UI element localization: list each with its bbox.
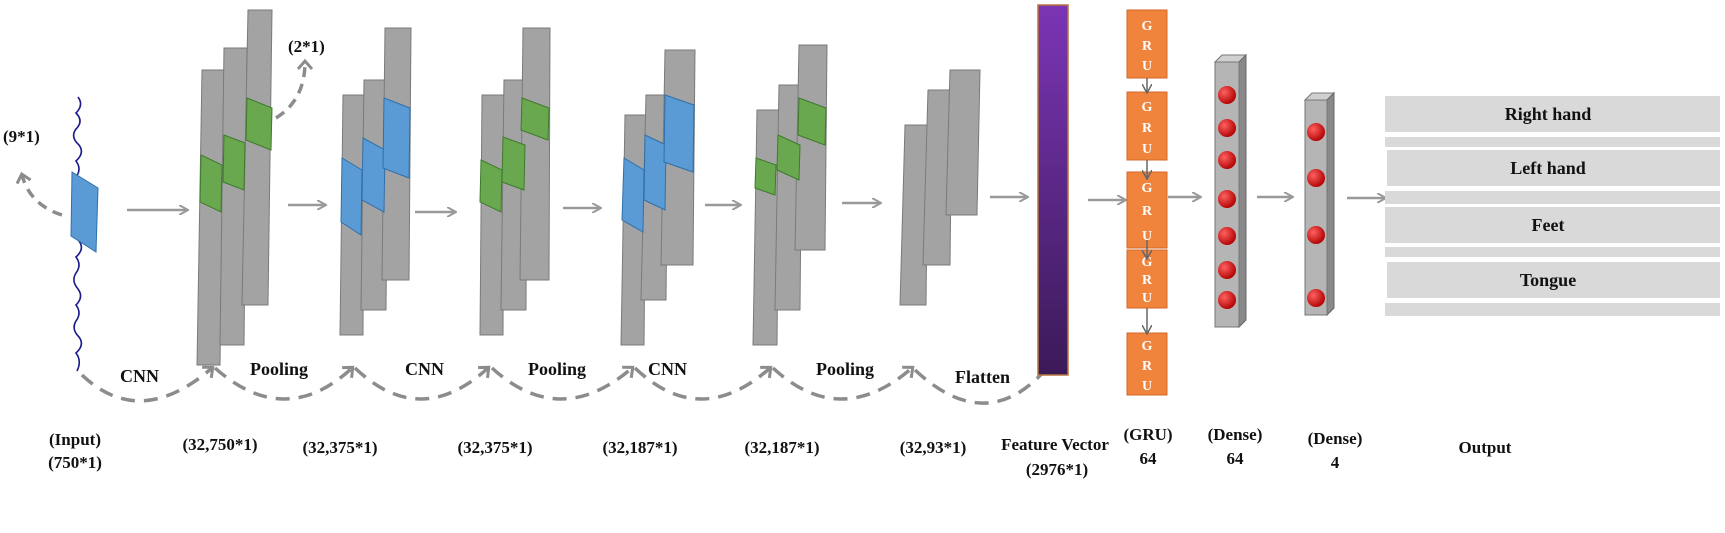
feature-maps-pool3 bbox=[899, 69, 981, 306]
svg-text:G: G bbox=[1142, 100, 1153, 115]
svg-text:R: R bbox=[1142, 39, 1153, 54]
neuron bbox=[1307, 226, 1325, 244]
feature-maps-pool1 bbox=[339, 27, 412, 336]
feature-maps-conv3 bbox=[752, 44, 828, 346]
output-label: Output bbox=[1459, 438, 1512, 457]
flow-arrows bbox=[127, 197, 1385, 212]
neuron bbox=[1218, 119, 1236, 137]
output-class-tongue: Tongue bbox=[1520, 270, 1576, 290]
output-class-left-hand: Left hand bbox=[1510, 158, 1586, 178]
dense-layer-4 bbox=[1303, 91, 1336, 317]
gru-stack: GRU GRU GRU GRU GRU bbox=[1126, 9, 1168, 396]
dense-layer-64 bbox=[1213, 53, 1248, 329]
output-class-right-hand: Right hand bbox=[1505, 104, 1592, 124]
dense2-label: (Dense) bbox=[1308, 429, 1363, 448]
input-label: (Input) bbox=[49, 430, 101, 449]
gru-units: 64 bbox=[1140, 449, 1158, 468]
svg-text:U: U bbox=[1142, 59, 1152, 74]
svg-text:U: U bbox=[1142, 229, 1152, 244]
gru-cell: GRU bbox=[1126, 171, 1168, 249]
svg-text:R: R bbox=[1142, 359, 1153, 374]
conv3-shape: (32,187*1) bbox=[744, 438, 819, 457]
shape-labels: (Input) (750*1) (32,750*1) (32,375*1) (3… bbox=[48, 425, 1512, 479]
neuron bbox=[1307, 169, 1325, 187]
feature-vector-label: Feature Vector bbox=[1001, 435, 1109, 454]
op-label-cnn-2: CNN bbox=[405, 359, 444, 379]
neuron bbox=[1307, 289, 1325, 307]
dense1-units: 64 bbox=[1227, 449, 1245, 468]
feature-maps-pool2 bbox=[620, 49, 696, 346]
op-label-flatten: Flatten bbox=[955, 367, 1010, 387]
gru-cell: GRU bbox=[1126, 249, 1168, 309]
op-label-cnn-3: CNN bbox=[648, 359, 687, 379]
svg-text:G: G bbox=[1142, 255, 1153, 270]
conv1-shape: (32,750*1) bbox=[182, 435, 257, 454]
feature-maps-conv1: (2*1) bbox=[196, 9, 325, 366]
svg-text:G: G bbox=[1142, 339, 1153, 354]
neuron bbox=[1218, 291, 1236, 309]
svg-text:G: G bbox=[1142, 19, 1153, 34]
svg-text:R: R bbox=[1142, 204, 1153, 219]
pool1-shape: (32,375*1) bbox=[302, 438, 377, 457]
svg-text:U: U bbox=[1142, 142, 1152, 157]
op-label-pooling-1: Pooling bbox=[250, 359, 308, 379]
input-signal: (9*1) bbox=[3, 96, 99, 372]
pool-size-arrow bbox=[275, 62, 305, 120]
input-shape: (750*1) bbox=[48, 453, 102, 472]
gru-cell: GRU bbox=[1126, 332, 1168, 396]
gru-label: (GRU) bbox=[1123, 425, 1172, 444]
kernel-size-arrow bbox=[22, 175, 63, 217]
neuron bbox=[1307, 123, 1325, 141]
neuron bbox=[1218, 227, 1236, 245]
neuron bbox=[1218, 190, 1236, 208]
svg-text:R: R bbox=[1142, 121, 1153, 136]
output-classes: Right hand Left hand Feet Tongue bbox=[1385, 96, 1720, 316]
neuron bbox=[1218, 86, 1236, 104]
dense1-label: (Dense) bbox=[1208, 425, 1263, 444]
kernel-size-label: (9*1) bbox=[3, 127, 40, 146]
dense2-units: 4 bbox=[1331, 453, 1340, 472]
feature-maps-conv2 bbox=[479, 27, 551, 336]
feature-vector-shape: (2976*1) bbox=[1026, 460, 1088, 479]
conv2-shape: (32,375*1) bbox=[457, 438, 532, 457]
svg-text:R: R bbox=[1142, 273, 1153, 288]
operation-arcs bbox=[80, 362, 1052, 405]
output-class-feet: Feet bbox=[1532, 215, 1565, 235]
svg-text:U: U bbox=[1142, 379, 1152, 394]
op-label-cnn-1: CNN bbox=[120, 366, 159, 386]
gru-cell: GRU bbox=[1126, 9, 1168, 79]
op-label-pooling-3: Pooling bbox=[816, 359, 874, 379]
pool2-shape: (32,187*1) bbox=[602, 438, 677, 457]
gru-cell: GRU bbox=[1126, 91, 1168, 161]
neuron bbox=[1218, 151, 1236, 169]
svg-text:G: G bbox=[1142, 181, 1153, 196]
svg-text:U: U bbox=[1142, 291, 1152, 306]
neuron bbox=[1218, 261, 1236, 279]
feature-vector-bar bbox=[1037, 4, 1069, 376]
op-label-pooling-2: Pooling bbox=[528, 359, 586, 379]
pool-size-label: (2*1) bbox=[288, 37, 325, 56]
input-kernel-window bbox=[70, 171, 99, 253]
pool3-shape: (32,93*1) bbox=[900, 438, 967, 457]
